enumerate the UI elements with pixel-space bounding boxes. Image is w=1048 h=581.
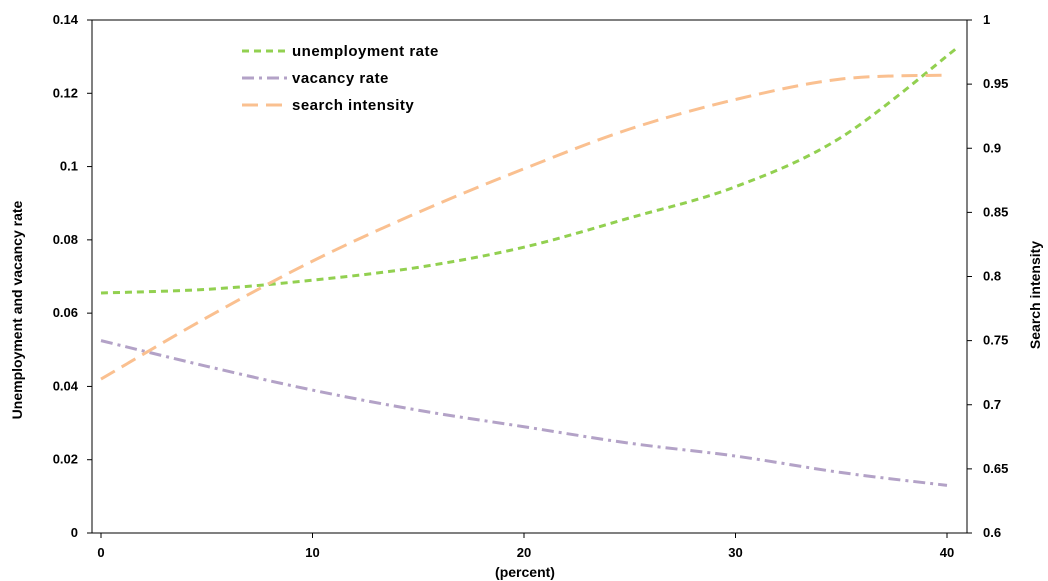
legend: unemployment rate vacancy rate search inte…	[242, 43, 439, 114]
y2-tick-label: 1	[983, 12, 990, 27]
y-tick-label: 0.04	[53, 378, 79, 393]
y-axis-title: Unemployment and vacancy rate	[9, 200, 25, 419]
series-lines	[100, 46, 959, 487]
y2-tick-label: 0.85	[983, 204, 1008, 219]
series-line-unemployment-rate	[100, 46, 959, 295]
y-tick-label: 0.1	[60, 159, 78, 174]
y2-tick-label: 0.9	[983, 140, 1001, 155]
y-tick-label: 0.14	[53, 12, 79, 27]
series-line-search-intensity	[100, 73, 948, 381]
y2-tick-label: 0.6	[983, 525, 1001, 540]
y2-axis-title: Search intensity	[1027, 241, 1043, 349]
y2-tick-label: 0.95	[983, 76, 1008, 91]
axes	[87, 19, 972, 538]
legend-label-unemployment-rate: unemployment rate	[292, 43, 439, 60]
x-tick-label: 10	[305, 545, 319, 560]
y-tick-label: 0.12	[53, 85, 78, 100]
series-line-vacancy-rate	[100, 339, 948, 487]
legend-label-search-intensity: search intensity	[292, 97, 414, 114]
legend-label-vacancy-rate: vacancy rate	[292, 70, 389, 87]
tick-labels: 0 0.02 0.04 0.06 0.08 0.1 0.12 0.14 0.6 0.65 0.7 0.…	[53, 12, 1009, 560]
x-tick-label: 30	[728, 545, 742, 560]
plot-frame	[91, 19, 968, 534]
y2-tick-label: 0.7	[983, 397, 1001, 412]
y2-tick-label: 0.8	[983, 269, 1001, 284]
y-tick-label: 0.08	[53, 232, 78, 247]
x-tick-label: 20	[517, 545, 531, 560]
x-axis-title: (percent)	[495, 564, 555, 580]
y-tick-label: 0	[71, 525, 78, 540]
y-tick-label: 0.02	[53, 452, 78, 467]
x-tick-label: 40	[940, 545, 954, 560]
x-tick-label: 0	[97, 545, 104, 560]
y2-tick-label: 0.75	[983, 333, 1008, 348]
y-tick-label: 0.06	[53, 305, 78, 320]
y2-tick-label: 0.65	[983, 461, 1008, 476]
